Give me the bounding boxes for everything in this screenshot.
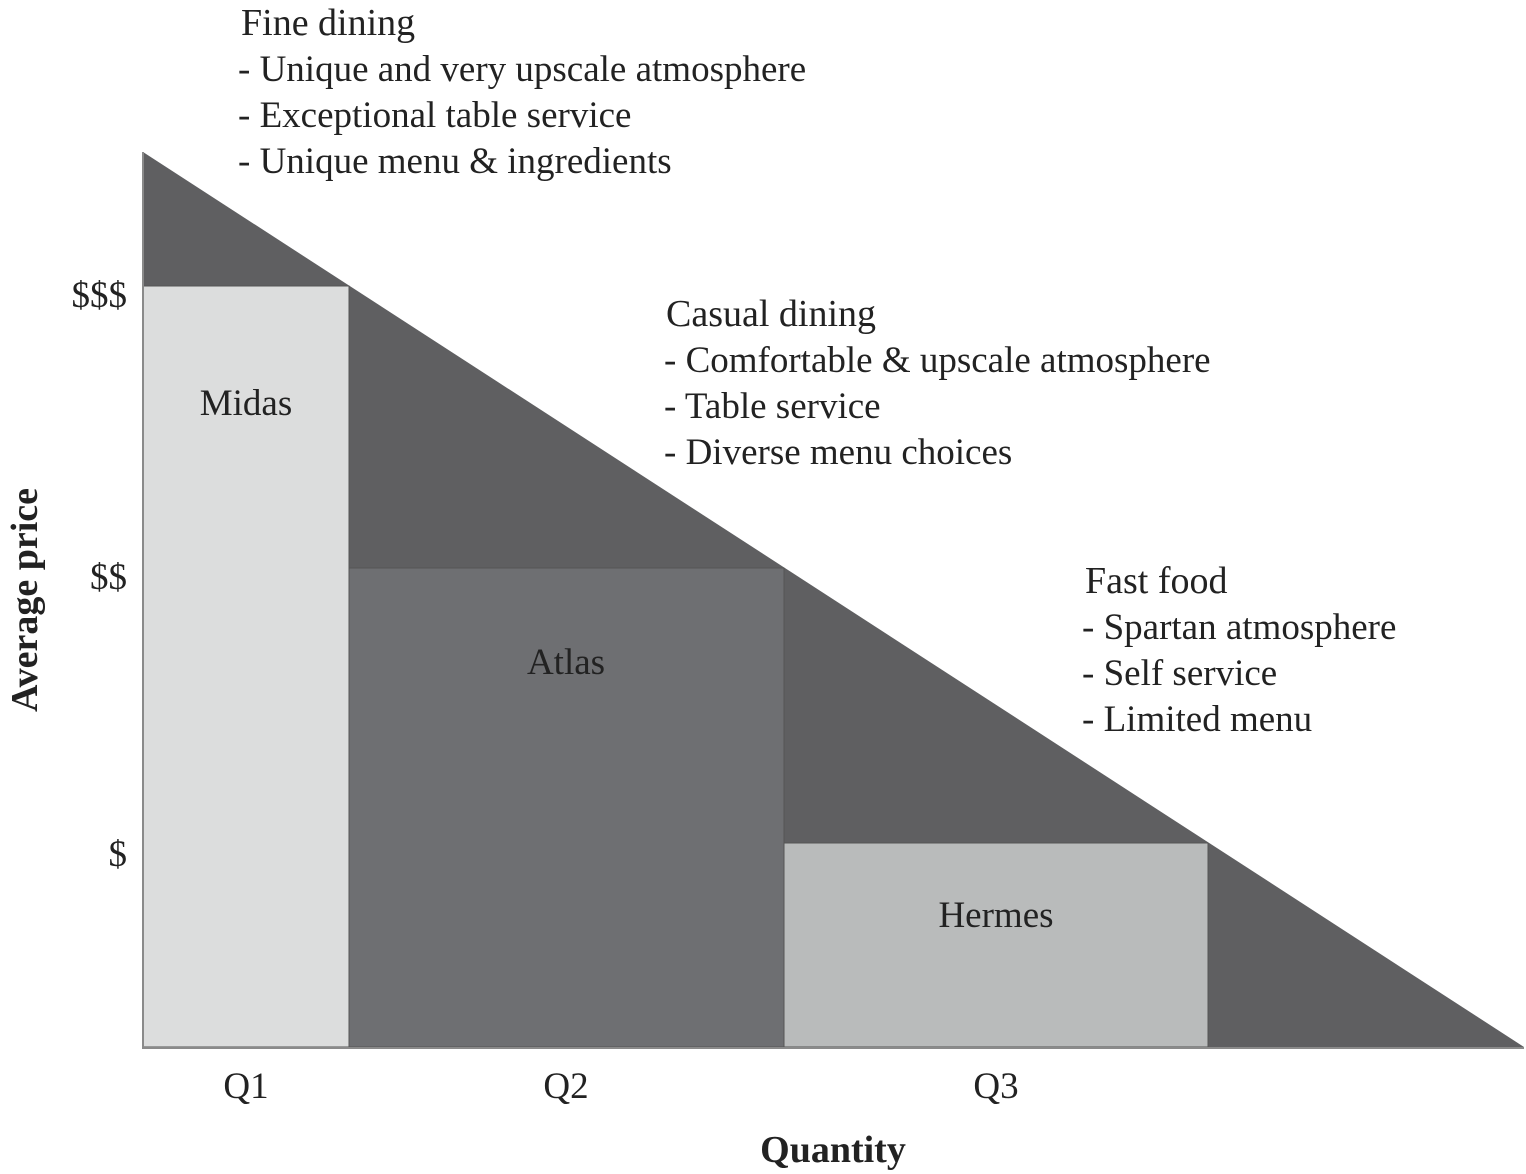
box-label-hermes: Hermes xyxy=(938,895,1053,936)
segment-bullet: - Limited menu xyxy=(1082,699,1312,740)
box-hermes xyxy=(783,842,1209,1048)
segment-bullet: - Comfortable & upscale atmosphere xyxy=(664,340,1211,381)
x-tick-q3: Q3 xyxy=(973,1066,1018,1107)
segment-title: Fast food xyxy=(1085,560,1228,602)
segment-bullet: - Table service xyxy=(664,386,881,427)
box-label-atlas: Atlas xyxy=(527,642,605,683)
box-label-midas: Midas xyxy=(200,383,293,424)
annotation-casual-dining: Casual dining - Comfortable & upscale at… xyxy=(664,293,1211,473)
segment-bullet: - Unique and very upscale atmosphere xyxy=(238,49,806,90)
x-tick-q1: Q1 xyxy=(223,1066,268,1107)
annotation-fast-food: Fast food - Spartan atmosphere - Self se… xyxy=(1082,560,1396,740)
y-tick-mid: $$ xyxy=(90,557,127,598)
x-axis-title: Quantity xyxy=(760,1129,906,1171)
x-tick-q2: Q2 xyxy=(543,1066,588,1107)
segment-bullet: - Self service xyxy=(1082,653,1277,694)
segment-bullet: - Exceptional table service xyxy=(238,95,631,136)
y-tick-high: $$$ xyxy=(72,275,128,316)
segment-bullet: - Unique menu & ingredients xyxy=(238,141,672,182)
segment-title: Casual dining xyxy=(666,293,876,335)
box-midas xyxy=(142,285,350,1048)
annotation-fine-dining: Fine dining - Unique and very upscale at… xyxy=(238,2,806,182)
segment-title: Fine dining xyxy=(241,2,415,44)
y-axis-title: Average price xyxy=(4,488,46,712)
segment-bullet: - Diverse menu choices xyxy=(664,432,1012,473)
y-tick-low: $ xyxy=(109,834,128,875)
box-atlas xyxy=(348,567,785,1048)
segment-bullet: - Spartan atmosphere xyxy=(1082,607,1396,648)
